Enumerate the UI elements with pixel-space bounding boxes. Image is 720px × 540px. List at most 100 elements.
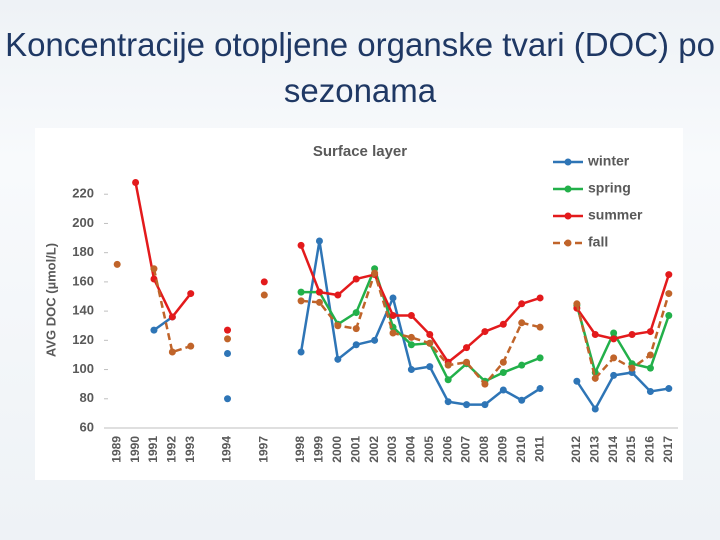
x-tick-label: 2010	[514, 436, 528, 463]
y-tick-label: 100	[72, 361, 94, 376]
data-point	[352, 341, 360, 349]
data-point	[224, 335, 232, 343]
data-point	[224, 395, 232, 403]
x-tick-label: 1999	[312, 436, 326, 463]
data-point	[187, 290, 195, 298]
x-tick-label: 2003	[385, 436, 399, 463]
data-point	[481, 380, 489, 388]
y-tick-label: 140	[72, 303, 94, 318]
x-tick-label: 2013	[587, 436, 601, 463]
data-point	[389, 311, 397, 319]
data-point	[407, 366, 415, 374]
data-point	[518, 361, 526, 369]
y-axis-label: AVG DOC (µmol/L)	[43, 243, 58, 357]
x-tick-label: 1997	[256, 436, 270, 463]
data-point	[536, 323, 544, 331]
legend-marker	[564, 212, 572, 220]
data-point	[168, 348, 176, 356]
data-point	[610, 371, 618, 379]
legend-label: summer	[588, 207, 643, 223]
data-point	[463, 344, 471, 352]
x-tick-label: 2007	[459, 436, 473, 463]
x-tick-label: 1991	[146, 436, 160, 463]
data-point	[224, 349, 232, 357]
data-point	[426, 339, 434, 347]
x-tick-label: 2006	[440, 436, 454, 463]
data-point	[352, 325, 360, 333]
data-point	[426, 363, 434, 371]
data-point	[150, 265, 158, 273]
data-point	[536, 294, 544, 302]
data-point	[610, 335, 618, 343]
data-point	[536, 354, 544, 362]
data-point	[665, 311, 673, 319]
data-point	[610, 329, 618, 337]
y-tick-label: 180	[72, 244, 94, 259]
data-point	[591, 330, 599, 338]
data-point	[334, 291, 342, 299]
y-tick-label: 60	[80, 419, 94, 434]
data-point	[168, 313, 176, 321]
data-point	[132, 179, 140, 187]
data-point	[518, 396, 526, 404]
data-point	[573, 377, 581, 385]
x-tick-label: 2011	[532, 436, 546, 462]
data-point	[628, 330, 636, 338]
data-point	[646, 328, 654, 336]
x-tick-label: 1990	[128, 436, 142, 463]
data-point	[665, 385, 673, 393]
data-point	[297, 288, 305, 296]
data-point	[315, 288, 323, 296]
data-point	[591, 405, 599, 413]
data-point	[260, 278, 268, 286]
data-point	[334, 322, 342, 330]
legend-label: spring	[588, 180, 631, 196]
data-point	[389, 294, 397, 302]
data-point	[407, 311, 415, 319]
x-tick-label: 2001	[348, 436, 362, 463]
data-point	[426, 330, 434, 338]
x-tick-label: 2016	[643, 436, 657, 463]
data-point	[407, 341, 415, 349]
x-tick-label: 2005	[422, 436, 436, 463]
x-tick-label: 1989	[109, 436, 123, 463]
data-point	[646, 351, 654, 359]
data-point	[407, 333, 415, 341]
x-tick-label: 2002	[367, 436, 381, 463]
data-point	[224, 326, 232, 334]
data-point	[297, 297, 305, 305]
x-tick-label: 2017	[661, 436, 675, 463]
data-point	[646, 387, 654, 395]
data-point	[518, 300, 526, 308]
data-point	[518, 319, 526, 327]
y-tick-label: 220	[72, 186, 94, 201]
x-tick-label: 2008	[477, 436, 491, 463]
data-point	[591, 374, 599, 382]
data-point	[481, 401, 489, 409]
data-point	[646, 364, 654, 372]
x-tick-label: 2012	[569, 436, 583, 463]
y-tick-label: 120	[72, 332, 94, 347]
data-point	[113, 260, 121, 268]
x-tick-label: 1998	[293, 436, 307, 463]
data-point	[371, 269, 379, 277]
x-tick-label: 1994	[220, 436, 234, 463]
data-point	[665, 271, 673, 279]
data-point	[499, 386, 507, 394]
data-point	[481, 328, 489, 336]
data-point	[150, 326, 158, 334]
data-point	[352, 309, 360, 317]
legend-marker	[564, 185, 572, 193]
x-tick-label: 1992	[165, 436, 179, 463]
data-point	[444, 376, 452, 384]
x-tick-label: 2014	[606, 436, 620, 463]
data-point	[352, 275, 360, 283]
data-point	[334, 355, 342, 363]
legend-label: fall	[588, 234, 608, 250]
data-point	[463, 401, 471, 409]
data-point	[389, 329, 397, 337]
data-point	[297, 241, 305, 249]
data-point	[187, 342, 195, 350]
